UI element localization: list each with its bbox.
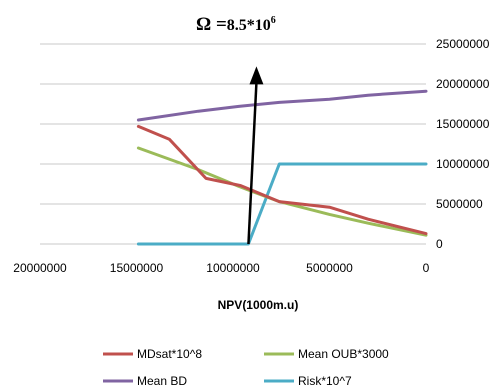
y-tick-label: 5000000 <box>436 197 483 211</box>
gridlines <box>40 43 426 245</box>
y-tick-label: 0 <box>436 237 443 251</box>
x-axis-title: NPV(1000m.u) <box>218 298 299 312</box>
legend-label: Mean OUB*3000 <box>298 347 389 361</box>
legend-label: Mean BD <box>137 374 187 388</box>
y-tick-label: 15000000 <box>436 117 490 131</box>
arrow-head <box>249 66 264 85</box>
x-axis-ticks: 20000000 15000000 10000000 5000000 0 <box>13 261 429 275</box>
series-line <box>136 89 428 122</box>
annotation <box>247 66 264 245</box>
legend-label: MDsat*10^8 <box>137 347 202 361</box>
x-tick-label: 15000000 <box>110 261 164 275</box>
legend-item: Risk*10^7 <box>264 374 352 388</box>
arrow-shaft <box>247 82 258 245</box>
chart-title: Ω =8.5*106 <box>196 14 276 35</box>
series-line <box>136 124 428 236</box>
x-tick-label: 5000000 <box>306 261 353 275</box>
title-symbol: Ω = <box>196 14 227 35</box>
x-tick-label: 10000000 <box>206 261 260 275</box>
series-line <box>136 162 428 246</box>
x-tick-label: 20000000 <box>13 261 67 275</box>
legend-item: Mean OUB*3000 <box>264 347 389 361</box>
legend-item: MDsat*10^8 <box>103 347 202 361</box>
x-tick-label: 0 <box>423 261 430 275</box>
legend-label: Risk*10^7 <box>298 374 352 388</box>
series-lines <box>136 89 428 246</box>
title-value: 8.5*10 <box>227 17 271 34</box>
title-exponent: 6 <box>271 15 276 26</box>
y-axis-ticks: 0 5000000 10000000 15000000 20000000 25000000 <box>436 37 490 251</box>
y-tick-label: 25000000 <box>436 37 490 51</box>
y-tick-label: 20000000 <box>436 77 490 91</box>
legend: MDsat*10^8 Mean OUB*3000 Mean BD Risk*10^7 <box>103 347 389 388</box>
y-tick-label: 10000000 <box>436 157 490 171</box>
legend-item: Mean BD <box>103 374 187 388</box>
